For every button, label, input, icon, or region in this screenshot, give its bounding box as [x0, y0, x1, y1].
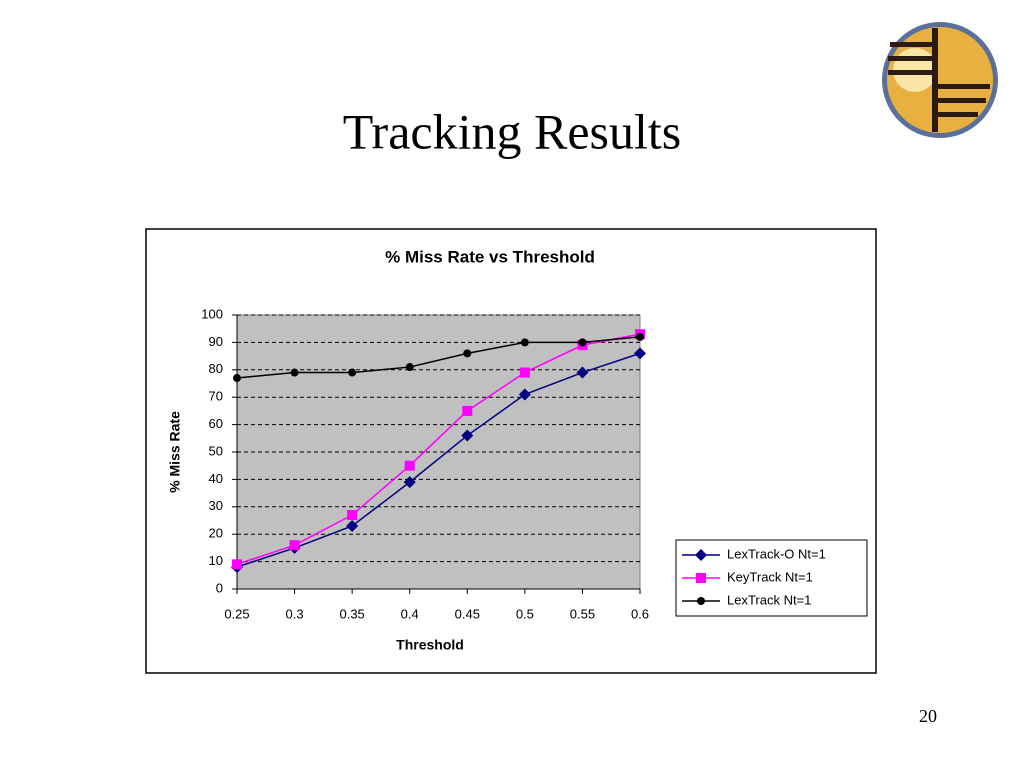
- y-tick-label: 20: [209, 526, 223, 541]
- marker: [697, 597, 705, 605]
- logo-bar: [932, 28, 938, 132]
- x-tick-label: 0.6: [631, 606, 649, 621]
- marker: [462, 405, 473, 416]
- y-tick-label: 90: [209, 334, 223, 349]
- y-tick-label: 30: [209, 498, 223, 513]
- x-axis-label: Threshold: [396, 637, 464, 653]
- x-tick-label: 0.45: [455, 606, 480, 621]
- logo: [882, 22, 998, 138]
- marker: [461, 429, 474, 442]
- marker: [289, 540, 300, 551]
- marker: [695, 549, 707, 561]
- marker: [348, 368, 357, 377]
- marker: [346, 519, 359, 532]
- x-tick-label: 0.4: [401, 606, 419, 621]
- y-axis-label: % Miss Rate: [167, 411, 183, 493]
- page-number: 20: [919, 706, 937, 726]
- marker: [634, 347, 646, 360]
- series-line: [236, 333, 641, 566]
- marker: [290, 368, 299, 377]
- marker: [233, 374, 241, 383]
- logo-stripes: [888, 42, 990, 117]
- legend: [675, 539, 868, 617]
- y-tick-label: 80: [209, 361, 223, 376]
- y-tick-label: 10: [209, 553, 223, 568]
- marker: [405, 363, 414, 372]
- y-tick-label: 40: [209, 471, 223, 486]
- legend-label: LexTrack Nt=1: [727, 592, 811, 607]
- x-tick-label: 0.35: [339, 606, 364, 621]
- chart-title: % Miss Rate vs Threshold: [385, 247, 595, 266]
- y-tick-label: 70: [209, 389, 223, 404]
- x-tick-label: 0.3: [286, 606, 304, 621]
- marker: [347, 510, 358, 521]
- x-tick-label: 0.25: [224, 606, 249, 621]
- series-line: [236, 352, 641, 568]
- marker: [463, 349, 472, 358]
- marker: [578, 338, 587, 347]
- series-line: [236, 336, 641, 379]
- y-tick-label: 60: [209, 416, 223, 431]
- y-tick-label: 100: [201, 306, 223, 321]
- marker: [520, 338, 529, 347]
- legend-label: KeyTrack Nt=1: [727, 569, 813, 584]
- x-tick-label: 0.5: [516, 606, 534, 621]
- slide-title: Tracking Results: [343, 103, 681, 159]
- marker: [696, 573, 706, 583]
- marker: [576, 366, 589, 379]
- marker: [518, 388, 531, 401]
- y-tick-label: 50: [209, 443, 223, 458]
- y-tick-label: 0: [216, 580, 223, 595]
- marker: [519, 367, 530, 378]
- marker: [404, 460, 415, 471]
- marker: [232, 559, 242, 570]
- marker: [403, 476, 416, 489]
- marker: [636, 332, 644, 341]
- legend-label: LexTrack-O Nt=1: [727, 546, 826, 561]
- x-tick-label: 0.55: [570, 606, 595, 621]
